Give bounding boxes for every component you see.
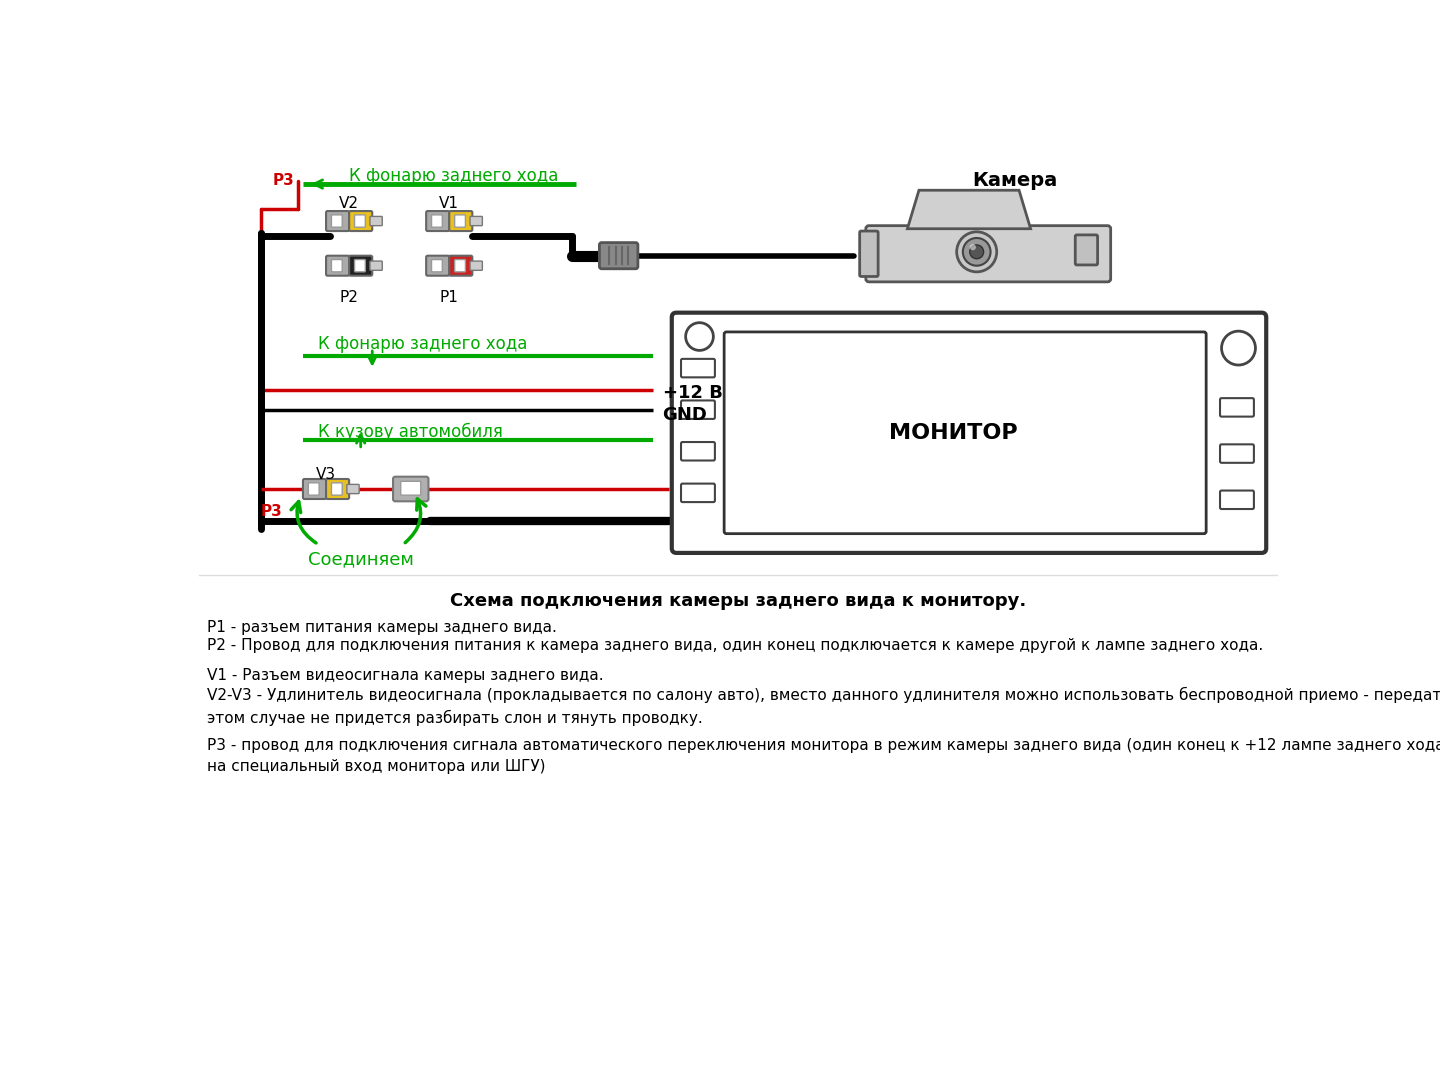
Text: Камера: Камера (972, 172, 1058, 190)
Text: V3: V3 (315, 467, 336, 482)
FancyBboxPatch shape (400, 481, 420, 495)
Circle shape (969, 244, 984, 258)
Text: P3: P3 (261, 505, 282, 520)
Circle shape (685, 323, 713, 351)
Circle shape (969, 244, 976, 250)
FancyBboxPatch shape (331, 259, 343, 272)
FancyBboxPatch shape (302, 479, 325, 498)
FancyBboxPatch shape (1076, 235, 1097, 265)
FancyBboxPatch shape (599, 242, 638, 269)
FancyBboxPatch shape (449, 256, 472, 276)
FancyBboxPatch shape (865, 226, 1110, 282)
FancyBboxPatch shape (348, 211, 373, 232)
FancyBboxPatch shape (672, 313, 1266, 553)
FancyBboxPatch shape (1220, 444, 1254, 463)
Text: P1 - разъем питания камеры заднего вида.: P1 - разъем питания камеры заднего вида. (207, 620, 557, 635)
FancyBboxPatch shape (681, 442, 714, 461)
FancyBboxPatch shape (681, 359, 714, 377)
FancyBboxPatch shape (681, 483, 714, 502)
FancyBboxPatch shape (469, 217, 482, 226)
Text: P1: P1 (439, 291, 459, 306)
FancyBboxPatch shape (455, 259, 465, 272)
Text: P3 - провод для подключения сигнала автоматического переключения монитора в режи: P3 - провод для подключения сигнала авто… (207, 739, 1440, 774)
Text: К кузову автомобиля: К кузову автомобиля (318, 422, 503, 441)
FancyBboxPatch shape (325, 211, 348, 232)
Circle shape (1221, 331, 1256, 366)
FancyBboxPatch shape (432, 214, 442, 227)
FancyBboxPatch shape (1220, 398, 1254, 417)
FancyBboxPatch shape (354, 214, 366, 227)
Circle shape (956, 232, 996, 272)
Text: P2: P2 (340, 291, 359, 306)
FancyBboxPatch shape (426, 211, 449, 232)
FancyBboxPatch shape (432, 259, 442, 272)
Text: Схема подключения камеры заднего вида к монитору.: Схема подключения камеры заднего вида к … (449, 592, 1027, 610)
FancyBboxPatch shape (331, 482, 343, 495)
Text: +12 В: +12 В (662, 384, 723, 402)
FancyBboxPatch shape (393, 477, 429, 502)
FancyBboxPatch shape (681, 401, 714, 419)
FancyBboxPatch shape (426, 256, 449, 276)
Text: Соединяем: Соединяем (308, 551, 413, 568)
FancyBboxPatch shape (348, 256, 373, 276)
Text: МОНИТОР: МОНИТОР (890, 422, 1018, 443)
Text: V2: V2 (340, 196, 359, 211)
FancyBboxPatch shape (354, 259, 366, 272)
FancyBboxPatch shape (724, 332, 1207, 534)
FancyBboxPatch shape (449, 211, 472, 232)
FancyBboxPatch shape (469, 262, 482, 270)
Text: К фонарю заднего хода: К фонарю заднего хода (318, 334, 527, 353)
Text: GND: GND (662, 406, 707, 423)
Text: К фонарю заднего хода: К фонарю заднего хода (348, 167, 559, 185)
Text: P3: P3 (272, 174, 294, 189)
FancyBboxPatch shape (325, 479, 348, 498)
FancyBboxPatch shape (370, 262, 382, 270)
Text: V2-V3 - Удлинитель видеосигнала (прокладывается по салону авто), вместо данного : V2-V3 - Удлинитель видеосигнала (проклад… (207, 687, 1440, 726)
FancyBboxPatch shape (455, 214, 465, 227)
FancyBboxPatch shape (860, 232, 878, 277)
FancyBboxPatch shape (347, 485, 359, 493)
FancyBboxPatch shape (331, 214, 343, 227)
Polygon shape (907, 190, 1031, 228)
Text: V1: V1 (439, 196, 459, 211)
Text: P2 - Провод для подключения питания к камера заднего вида, один конец подключает: P2 - Провод для подключения питания к ка… (207, 639, 1263, 653)
FancyBboxPatch shape (370, 217, 382, 226)
Text: V1 - Разъем видеосигнала камеры заднего вида.: V1 - Разъем видеосигнала камеры заднего … (207, 668, 603, 683)
FancyBboxPatch shape (325, 256, 348, 276)
FancyBboxPatch shape (308, 482, 320, 495)
Circle shape (963, 238, 991, 266)
FancyBboxPatch shape (1220, 491, 1254, 509)
